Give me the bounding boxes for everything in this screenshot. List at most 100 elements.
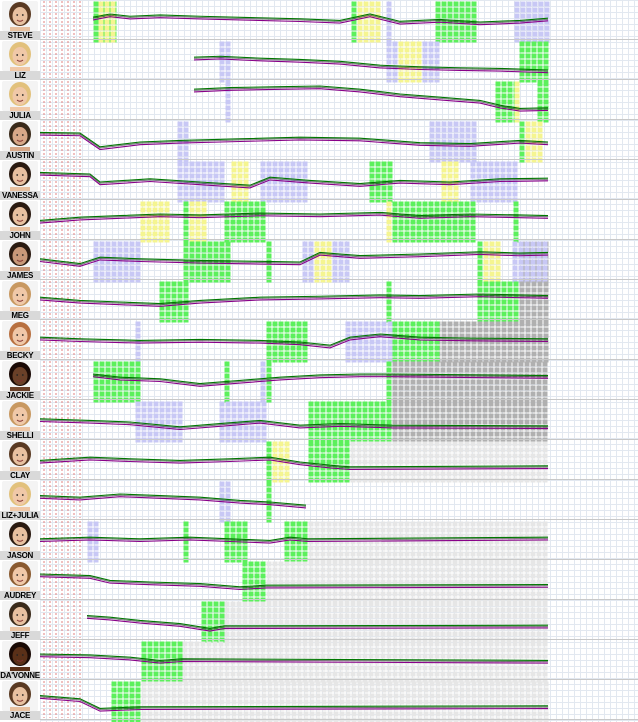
trend-line-green	[39, 536, 549, 541]
houseguest-name: JACE	[0, 711, 40, 720]
houseguest-name: STEVE	[0, 31, 40, 40]
houseguest-name: MEG	[0, 311, 40, 320]
trend-line-green	[92, 13, 549, 23]
houseguest-avatar	[2, 561, 38, 591]
houseguest-avatar	[2, 321, 38, 351]
trend-line-purple	[39, 576, 549, 591]
trend-line-black	[39, 654, 549, 663]
houseguest-name: BECKY	[0, 351, 40, 360]
houseguest-avatar	[2, 241, 38, 271]
trend-line-black	[39, 334, 549, 347]
houseguest-avatar	[2, 281, 38, 311]
trend-line-purple	[39, 420, 549, 431]
nominated-segment	[260, 161, 308, 203]
trend-line-black	[92, 14, 549, 24]
houseguest-avatar	[2, 401, 38, 431]
trend-line-green	[39, 653, 549, 661]
houseguest-avatar	[2, 521, 38, 551]
trend-line-purple	[39, 134, 549, 151]
timeline-row-17	[0, 681, 638, 722]
trend-line-purple	[92, 16, 549, 26]
trend-line-green	[86, 615, 549, 629]
trend-line-green	[39, 695, 549, 709]
nominated-segment	[93, 241, 141, 283]
timeline-row-14	[0, 561, 638, 603]
trend-line-purple	[39, 496, 307, 509]
houseguest-name: JOHN	[0, 231, 40, 240]
timeline-row-15	[0, 601, 638, 643]
timeline-row-11	[0, 441, 638, 483]
timeline-row-7	[0, 281, 638, 323]
trend-line-black	[39, 294, 549, 306]
trend-line-green	[39, 131, 549, 148]
trend-line-green	[39, 293, 549, 305]
houseguest-name: JACKIE	[0, 391, 40, 400]
houseguest-avatar	[2, 41, 38, 71]
timeline-row-4	[0, 161, 638, 203]
trend-line-black	[86, 616, 549, 631]
houseguest-avatar	[2, 201, 38, 231]
timeline-row-13	[0, 521, 638, 563]
houseguest-row: JULIA	[0, 80, 638, 120]
houseguest-row: JACKIE	[0, 360, 638, 400]
houseguest-avatar	[2, 481, 38, 511]
trend-line-black	[39, 574, 549, 589]
trend-line-green	[39, 493, 307, 506]
houseguest-avatar	[2, 641, 38, 671]
houseguest-name: CLAY	[0, 471, 40, 480]
houseguest-avatar	[2, 361, 38, 391]
trend-line-black	[39, 419, 549, 429]
timeline-row-0	[0, 1, 638, 43]
trend-line-green	[92, 373, 549, 385]
trend-line-black	[39, 213, 549, 222]
trend-line-purple	[39, 656, 549, 664]
houseguest-avatar	[2, 121, 38, 151]
houseguest-row: CLAY	[0, 440, 638, 480]
houseguest-row: JAMES	[0, 240, 638, 280]
trend-line-green	[193, 85, 549, 109]
trend-line-black	[39, 133, 549, 149]
trend-line-green	[39, 456, 549, 468]
timeline-row-16	[0, 641, 638, 683]
trend-line-black	[39, 252, 549, 266]
trend-line-purple	[193, 88, 549, 112]
trend-line-green	[39, 171, 549, 186]
trend-line-black	[193, 57, 549, 72]
trend-line-green	[39, 251, 549, 265]
houseguest-row: JOHN	[0, 200, 638, 240]
houseguest-name: JEFF	[0, 631, 40, 640]
houseguest-row: JEFF	[0, 600, 638, 640]
trend-line-purple	[39, 253, 549, 267]
trend-line-purple	[39, 697, 549, 712]
trend-line-purple	[193, 58, 549, 74]
trend-line-green	[39, 573, 549, 588]
hoh-segment	[201, 601, 225, 643]
houseguest-row: LIZ+JULIA	[0, 480, 638, 520]
houseguest-name: SHELLI	[0, 431, 40, 440]
houseguest-name: AUSTIN	[0, 151, 40, 160]
houseguest-row: JASON	[0, 520, 638, 560]
timeline-row-10	[0, 401, 638, 443]
houseguest-name: DA'VONNE	[0, 671, 40, 680]
trend-line-purple	[39, 459, 549, 471]
houseguest-avatar	[2, 681, 38, 711]
timeline-row-3	[0, 121, 638, 163]
timeline-row-12	[0, 481, 638, 523]
trend-line-black	[193, 86, 549, 111]
evicted-segment	[182, 641, 548, 683]
houseguest-avatar	[2, 441, 38, 471]
trend-line-purple	[39, 214, 549, 224]
trend-line-purple	[39, 539, 549, 544]
houseguest-row: LIZ	[0, 40, 638, 80]
trend-line-green	[39, 333, 549, 346]
trend-line-purple	[92, 376, 549, 387]
trend-line-purple	[86, 617, 549, 632]
trend-line-green	[39, 211, 549, 221]
houseguest-avatar	[2, 1, 38, 31]
trend-line-green	[193, 55, 549, 71]
houseguest-name: JAMES	[0, 271, 40, 280]
trend-line-black	[39, 537, 549, 543]
houseguest-row: MEG	[0, 280, 638, 320]
timeline-row-8	[0, 321, 638, 363]
